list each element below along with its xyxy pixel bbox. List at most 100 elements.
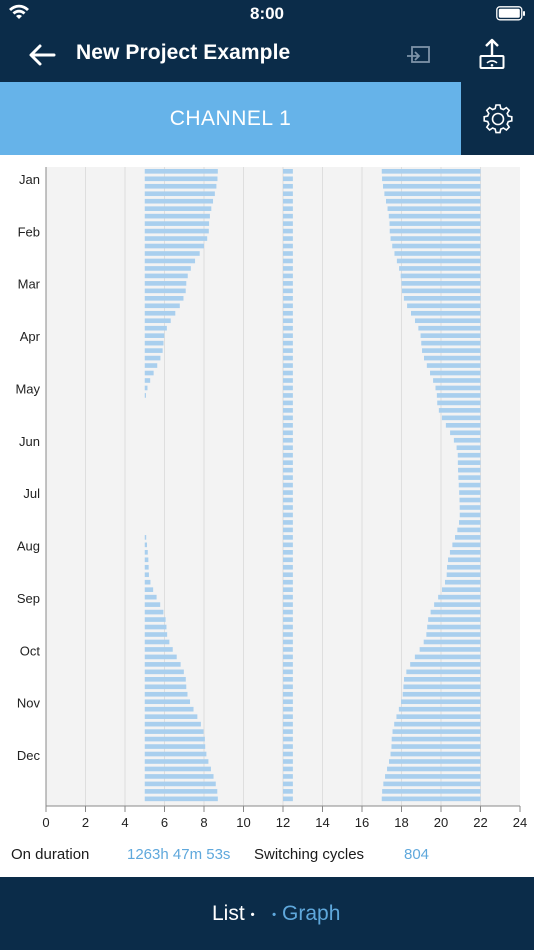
bar-noon: [283, 228, 293, 234]
bar-evening: [459, 497, 481, 503]
bar-evening: [402, 691, 481, 697]
bar-morning: [144, 557, 149, 563]
bar-evening: [448, 557, 481, 563]
bar-morning: [144, 273, 188, 279]
bar-evening: [414, 654, 481, 660]
bar-evening: [435, 385, 481, 391]
bar-noon: [283, 251, 293, 256]
bar-noon: [283, 564, 293, 570]
bar-evening: [382, 176, 481, 182]
bar-noon: [283, 415, 293, 421]
bar-morning: [144, 662, 181, 667]
bar-morning: [144, 251, 200, 256]
bar-morning: [144, 288, 186, 294]
bar-noon: [283, 310, 293, 316]
bar-noon: [283, 774, 293, 779]
bar-evening: [457, 452, 481, 458]
bar-evening: [450, 430, 481, 436]
month-label: Aug: [17, 539, 40, 554]
month-label: Oct: [20, 643, 41, 658]
month-label: Jun: [19, 434, 40, 449]
tab-graph[interactable]: • Graph: [272, 902, 340, 926]
bar-noon: [283, 512, 293, 518]
bar-morning: [144, 243, 204, 249]
bar-noon: [283, 423, 293, 428]
bar-noon: [283, 176, 293, 182]
bar-noon: [283, 796, 293, 802]
bar-noon: [283, 759, 293, 764]
bar-noon: [283, 243, 293, 249]
bar-evening: [438, 408, 481, 413]
bar-morning: [144, 348, 163, 353]
bar-evening: [426, 363, 481, 368]
bar-evening: [390, 236, 481, 241]
bar-morning: [144, 751, 207, 757]
x-tick-label: 24: [513, 815, 527, 830]
bar-morning: [144, 206, 212, 211]
bar-evening: [399, 266, 481, 271]
bar-noon: [283, 378, 293, 383]
bar-noon: [283, 662, 293, 667]
bar-morning: [144, 609, 164, 615]
bar-morning: [144, 564, 149, 570]
bar-evening: [388, 213, 481, 219]
bar-noon: [283, 550, 293, 555]
switching-cycles-value: 804: [404, 846, 430, 863]
bar-evening: [452, 542, 481, 548]
bar-evening: [383, 183, 481, 189]
bar-evening: [394, 251, 481, 256]
bar-evening: [401, 281, 481, 286]
bar-evening: [441, 415, 481, 421]
bar-morning: [144, 370, 154, 376]
upload-button[interactable]: [478, 38, 506, 72]
x-tick-label: 12: [276, 815, 290, 830]
bar-evening: [441, 587, 481, 592]
bar-morning: [144, 363, 158, 368]
bar-morning: [144, 296, 184, 301]
bar-noon: [283, 183, 293, 189]
x-tick-label: 6: [161, 815, 168, 830]
bar-morning: [144, 759, 209, 764]
bar-evening: [389, 221, 481, 226]
month-label: Jan: [19, 172, 40, 187]
bar-noon: [283, 467, 293, 473]
bar-morning: [144, 654, 177, 660]
bar-morning: [144, 355, 161, 361]
settings-button[interactable]: [461, 82, 534, 155]
bar-morning: [144, 766, 211, 772]
bar-evening: [414, 318, 481, 324]
bar-evening: [400, 273, 481, 279]
bar-noon: [283, 789, 293, 794]
bar-morning: [144, 325, 167, 331]
bar-evening: [444, 579, 481, 585]
bar-morning: [144, 624, 167, 630]
bar-evening: [420, 333, 481, 338]
bar-noon: [283, 169, 293, 174]
bar-evening: [385, 198, 481, 204]
cast-button[interactable]: [404, 42, 432, 68]
bar-morning: [144, 789, 218, 794]
bar-evening: [421, 340, 481, 346]
bar-noon: [283, 744, 293, 749]
bar-morning: [144, 736, 205, 742]
bar-noon: [283, 497, 293, 503]
bar-noon: [283, 706, 293, 712]
status-bar: 8:00: [0, 0, 534, 28]
bar-evening: [384, 191, 481, 197]
bar-morning: [144, 677, 186, 682]
bar-noon: [283, 617, 293, 622]
bar-morning: [144, 198, 214, 204]
bar-evening: [389, 228, 481, 234]
bar-morning: [144, 266, 191, 271]
channel-tab[interactable]: CHANNEL 1: [0, 82, 461, 155]
bar-noon: [283, 557, 293, 563]
bar-evening: [458, 482, 481, 488]
bar-evening: [427, 624, 481, 630]
bar-noon: [283, 198, 293, 204]
tab-list[interactable]: List •: [212, 902, 255, 926]
bar-morning: [144, 774, 214, 779]
bar-noon: [283, 669, 293, 675]
bar-morning: [144, 706, 194, 712]
month-label: May: [15, 381, 40, 396]
back-button[interactable]: [26, 41, 58, 69]
